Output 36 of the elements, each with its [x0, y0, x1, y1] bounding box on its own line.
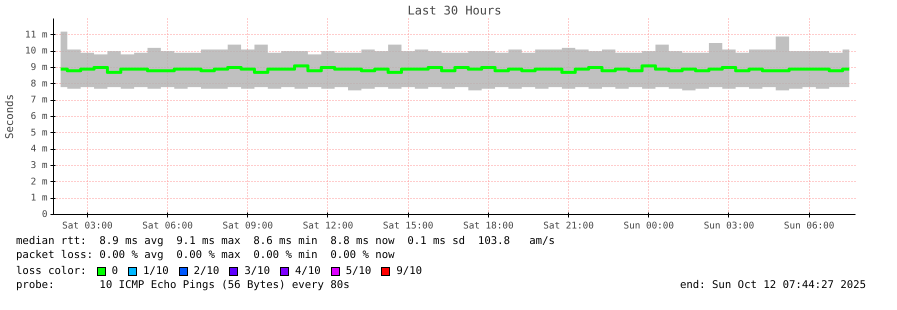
- y-tick-label: 5 m: [30, 127, 48, 138]
- legend-label: 5/10: [346, 264, 372, 278]
- y-tick-label: 6 m: [30, 111, 48, 122]
- x-tick-label: Sun 03:00: [704, 220, 755, 232]
- x-tick-label: Sat 12:00: [302, 220, 354, 232]
- legend-label: 4/10: [295, 264, 321, 278]
- x-tick-label: Sat 03:00: [62, 220, 114, 232]
- x-tick-label: Sat 15:00: [382, 220, 434, 232]
- y-tick-label: 1 m: [30, 192, 48, 204]
- y-tick-label: 0: [42, 209, 48, 220]
- y-tick-label: 2 m: [30, 176, 48, 188]
- legend-label: 9/10: [396, 264, 422, 278]
- y-tick-label: 8 m: [30, 78, 48, 90]
- text: median rtt: 8.9 ms avg 9.1 ms max 8.6 ms min 8.8 ms now 0.1 ms sd 103.8 am/s: [16, 234, 555, 248]
- legend-label: 3/10: [244, 264, 270, 278]
- y-axis-title: Seconds: [3, 94, 16, 139]
- text: end: Sun Oct 12 07:44:27 2025: [680, 278, 866, 292]
- x-tick-label: Sat 18:00: [463, 220, 514, 232]
- y-tick-label: 4 m: [30, 144, 48, 155]
- x-tick-label: Sat 21:00: [543, 220, 594, 232]
- y-tick-label: 3 m: [30, 160, 48, 171]
- y-tick-label: 7 m: [30, 94, 48, 106]
- x-tick-label: Sun 00:00: [623, 220, 674, 232]
- y-tick-label: 10 m: [25, 46, 48, 57]
- text: packet loss: 0.00 % avg 0.00 % max 0.00 % min 0.00 % now: [16, 248, 396, 262]
- legend-title: loss color:: [16, 264, 87, 278]
- x-tick-label: Sun 06:00: [784, 220, 835, 232]
- legend-label: 1/10: [143, 264, 169, 278]
- x-tick-label: Sat 06:00: [142, 220, 194, 232]
- text: probe: 10 ICMP Echo Pings (56 Bytes) every 80s: [16, 278, 350, 292]
- y-tick-label: 9 m: [30, 62, 48, 73]
- y-tick-label: 11 m: [25, 29, 48, 40]
- x-tick-label: Sat 09:00: [222, 220, 274, 232]
- legend-label: 2/10: [194, 264, 220, 278]
- chart-title: Last 30 Hours: [408, 4, 502, 18]
- legend-label: 0: [112, 264, 118, 278]
